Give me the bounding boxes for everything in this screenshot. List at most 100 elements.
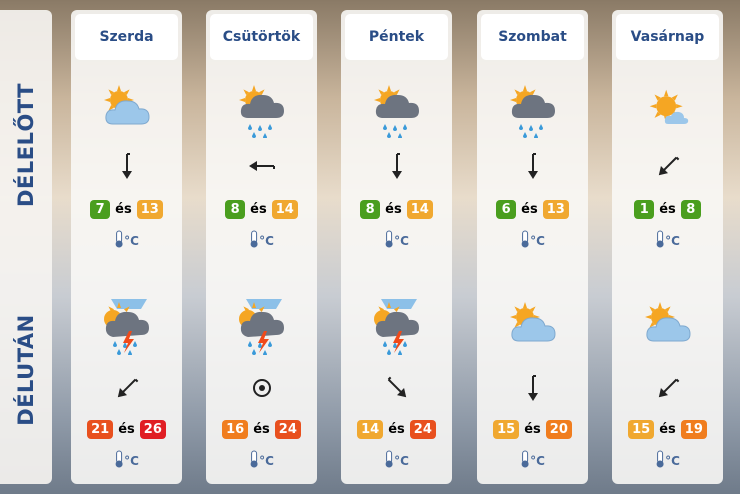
max-temp-badge: 13	[542, 200, 569, 219]
thermometer-icon	[249, 450, 258, 471]
unit-label: °C	[530, 233, 545, 248]
thermometer-icon	[520, 230, 529, 251]
unit-label: °C	[259, 453, 274, 468]
wind-arrow-southwest-icon	[658, 378, 679, 398]
thermometer-icon	[655, 230, 664, 251]
afternoon-temperature: 15 és 19	[612, 420, 723, 439]
wind-arrow-south-icon	[391, 153, 402, 179]
wind-arrow-southwest-icon	[117, 378, 138, 398]
celsius-unit: °C	[655, 450, 680, 471]
connector-text: és	[521, 202, 538, 217]
partly-cloudy-icon	[509, 302, 556, 342]
thunderstorm-icon	[103, 299, 149, 355]
day-card: Szerda 7 és 13 °C 21 és 26 °C	[71, 10, 182, 484]
thermometer-icon	[520, 450, 529, 471]
celsius-unit: °C	[384, 230, 409, 251]
max-temp-badge: 24	[274, 420, 301, 439]
unit-label: °C	[665, 453, 680, 468]
thermometer-icon	[114, 450, 123, 471]
celsius-unit: °C	[655, 230, 680, 251]
max-temp-badge: 13	[136, 200, 163, 219]
thunderstorm-icon	[373, 299, 419, 355]
morning-temperature: 8 és 14	[206, 200, 317, 219]
min-temp-badge: 21	[87, 420, 114, 439]
max-temp-badge: 14	[406, 200, 433, 219]
min-temp-badge: 8	[225, 200, 246, 219]
connector-text: és	[118, 422, 135, 437]
min-temp-badge: 7	[90, 200, 111, 219]
connector-text: és	[659, 422, 676, 437]
celsius-unit: °C	[520, 230, 545, 251]
unit-label: °C	[124, 233, 139, 248]
connector-text: és	[524, 422, 541, 437]
connector-text: és	[253, 422, 270, 437]
day-card: Vasárnap 1 és 8 °C 15 és 19 °C	[612, 10, 723, 484]
max-temp-badge: 14	[271, 200, 298, 219]
connector-text: és	[659, 202, 676, 217]
day-header: Szerda	[75, 14, 178, 60]
unit-label: °C	[394, 453, 409, 468]
wind-arrow-southeast-icon	[387, 376, 406, 398]
min-temp-badge: 8	[360, 200, 381, 219]
morning-temperature: 7 és 13	[71, 200, 182, 219]
thermometer-icon	[655, 450, 664, 471]
max-temp-badge: 24	[409, 420, 436, 439]
thunderstorm-icon	[238, 299, 284, 355]
calm-wind-icon	[252, 379, 271, 397]
connector-text: és	[250, 202, 267, 217]
celsius-unit: °C	[249, 450, 274, 471]
partly-cloudy-icon	[644, 302, 691, 342]
min-temp-badge: 6	[496, 200, 517, 219]
mostly-sunny-icon	[649, 89, 688, 124]
connector-text: és	[385, 202, 402, 217]
day-card: Csütörtök 8 és 14 °C 16 és 24 °C	[206, 10, 317, 484]
wind-arrow-south-icon	[527, 153, 538, 179]
unit-label: °C	[665, 233, 680, 248]
celsius-unit: °C	[384, 450, 409, 471]
afternoon-temperature: 15 és 20	[477, 420, 588, 439]
day-header: Vasárnap	[616, 14, 719, 60]
day-card: Szombat 6 és 13 °C 15 és 20 °C	[477, 10, 588, 484]
wind-arrow-west-icon	[248, 161, 275, 171]
rain-sun-icon	[373, 85, 419, 138]
rain-sun-icon	[509, 85, 555, 138]
max-temp-badge: 26	[139, 420, 166, 439]
afternoon-temperature: 21 és 26	[71, 420, 182, 439]
min-temp-badge: 14	[357, 420, 384, 439]
min-temp-badge: 15	[628, 420, 655, 439]
day-header: Péntek	[345, 14, 448, 60]
max-temp-badge: 19	[680, 420, 707, 439]
wind-arrow-south-icon	[527, 375, 538, 401]
celsius-unit: °C	[249, 230, 274, 251]
day-card: Péntek 8 és 14 °C 14 és 24 °C	[341, 10, 452, 484]
thermometer-icon	[384, 230, 393, 251]
day-header: Szombat	[481, 14, 584, 60]
afternoon-temperature: 14 és 24	[341, 420, 452, 439]
afternoon-label: DÉLUTÁN	[14, 314, 38, 426]
unit-label: °C	[259, 233, 274, 248]
celsius-unit: °C	[114, 230, 139, 251]
afternoon-temperature: 16 és 24	[206, 420, 317, 439]
thermometer-icon	[114, 230, 123, 251]
morning-temperature: 1 és 8	[612, 200, 723, 219]
min-temp-badge: 1	[634, 200, 655, 219]
unit-label: °C	[124, 453, 139, 468]
celsius-unit: °C	[520, 450, 545, 471]
min-temp-badge: 15	[493, 420, 520, 439]
max-temp-badge: 20	[545, 420, 572, 439]
celsius-unit: °C	[114, 450, 139, 471]
thermometer-icon	[249, 230, 258, 251]
morning-temperature: 6 és 13	[477, 200, 588, 219]
thermometer-icon	[384, 450, 393, 471]
max-temp-badge: 8	[680, 200, 701, 219]
connector-text: és	[115, 202, 132, 217]
day-header: Csütörtök	[210, 14, 313, 60]
wind-arrow-southwest-icon	[658, 156, 679, 176]
rain-sun-icon	[238, 85, 284, 138]
row-labels: DÉLELŐTT DÉLUTÁN	[0, 10, 52, 484]
unit-label: °C	[394, 233, 409, 248]
morning-temperature: 8 és 14	[341, 200, 452, 219]
morning-label: DÉLELŐTT	[14, 83, 38, 207]
unit-label: °C	[530, 453, 545, 468]
min-temp-badge: 16	[222, 420, 249, 439]
